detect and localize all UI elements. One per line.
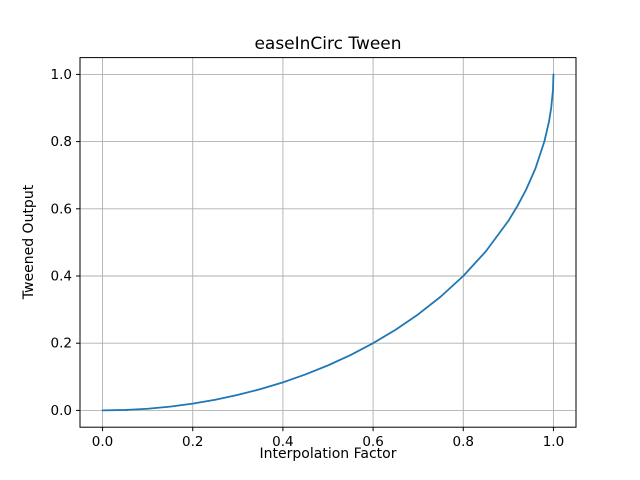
- plot-border: [79, 57, 577, 428]
- x-tick-label: 1.0: [543, 434, 564, 450]
- y-tick-label: 0.0: [51, 403, 72, 419]
- chart-title: easeInCirc Tween: [254, 34, 402, 54]
- x-tick-label: 0.0: [92, 434, 113, 450]
- y-tick-label: 0.2: [51, 336, 72, 352]
- y-tick-label: 0.4: [51, 269, 72, 285]
- y-tick-label: 0.6: [51, 201, 72, 217]
- x-tick-label: 0.8: [453, 434, 474, 450]
- x-tick-label: 0.2: [182, 434, 203, 450]
- x-tick-label: 0.4: [272, 434, 293, 450]
- x-axis-label: Interpolation Factor: [259, 446, 397, 462]
- y-tick-label: 1.0: [51, 67, 72, 83]
- x-tick-label: 0.6: [362, 434, 383, 450]
- y-axis-label: Tweened Output: [21, 184, 37, 300]
- y-tick-label: 0.8: [51, 134, 72, 150]
- data-line: [101, 73, 555, 412]
